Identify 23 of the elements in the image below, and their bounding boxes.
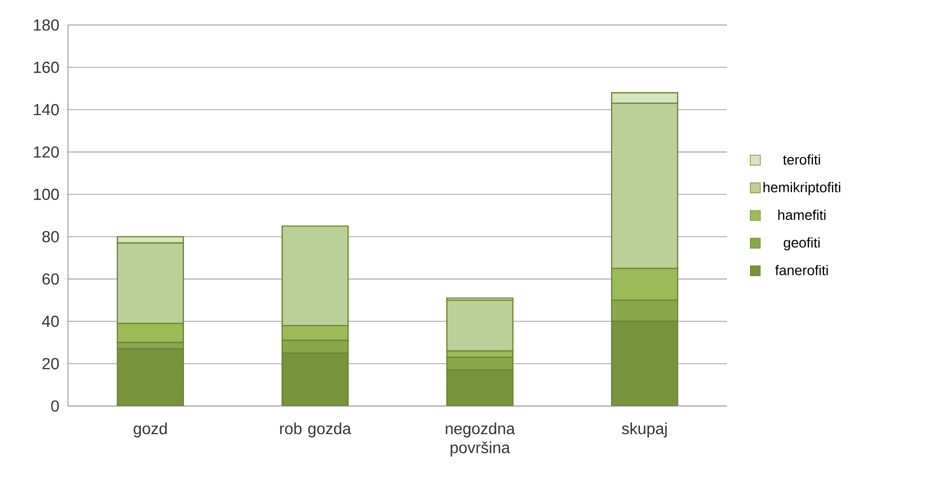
legend-label: fanerofiti bbox=[775, 264, 828, 276]
legend-label: hamefiti bbox=[778, 210, 826, 220]
y-tick-label: 0 bbox=[51, 400, 59, 412]
y-tick-label: 80 bbox=[42, 231, 59, 242]
y-tick-label: 60 bbox=[42, 273, 59, 285]
y-tick-label: 120 bbox=[34, 146, 59, 158]
y-tick-label: 40 bbox=[42, 316, 59, 327]
bar bbox=[282, 352, 349, 406]
x-tick-label: skupaj bbox=[622, 422, 667, 438]
x-tick-label: rob gozda bbox=[280, 422, 352, 438]
y-tick-label: 180 bbox=[34, 19, 59, 31]
y-tick-label: 160 bbox=[34, 62, 59, 73]
bar bbox=[116, 348, 184, 406]
x-tick-label: negozdna površina bbox=[446, 422, 515, 456]
y-tick-label: 140 bbox=[34, 104, 59, 116]
y-tick-label: 100 bbox=[34, 188, 59, 200]
legend-label: geofiti bbox=[784, 237, 820, 250]
x-tick-label: gozd bbox=[134, 422, 167, 438]
y-tick-label: 20 bbox=[42, 358, 59, 370]
legend-label: hemikriptofiti bbox=[764, 182, 840, 196]
bar bbox=[611, 320, 678, 406]
legend-label: terofiti bbox=[783, 154, 820, 165]
bar bbox=[446, 369, 514, 406]
